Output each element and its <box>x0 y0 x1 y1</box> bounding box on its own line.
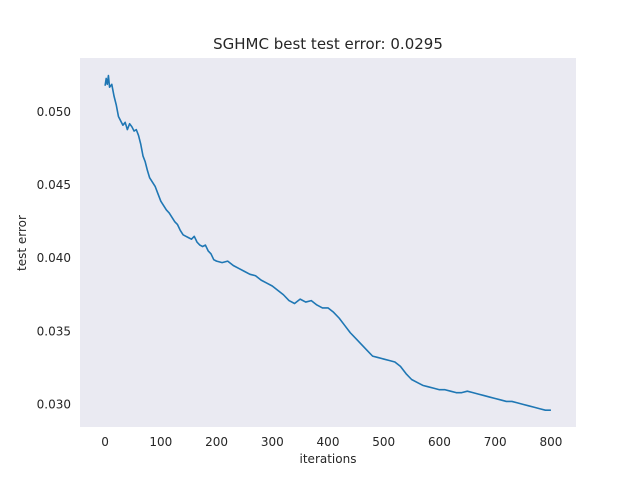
series-layer <box>104 74 551 411</box>
x-tick-label: 100 <box>149 435 172 449</box>
chart-title: SGHMC best test error: 0.0295 <box>213 35 443 53</box>
x-axis-label: iterations <box>300 452 357 466</box>
y-tick-label: 0.045 <box>37 178 71 192</box>
x-tick-label: 400 <box>317 435 340 449</box>
y-tick-label: 0.040 <box>37 251 71 265</box>
y-tick-label: 0.030 <box>37 397 71 411</box>
y-tick-label: 0.035 <box>37 324 71 338</box>
x-tick-label: 500 <box>372 435 395 449</box>
x-tick-labels: 0 100 200 300 400 500 600 700 800 <box>101 435 562 449</box>
x-tick-label: 300 <box>261 435 284 449</box>
x-tick-label: 700 <box>484 435 507 449</box>
x-tick-label: 0 <box>101 435 109 449</box>
plot-area <box>80 58 576 427</box>
y-tick-labels: 0.030 0.035 0.040 0.045 0.050 <box>37 105 71 411</box>
y-axis-label: test error <box>15 215 29 271</box>
y-tick-label: 0.050 <box>37 105 71 119</box>
x-tick-label: 600 <box>428 435 451 449</box>
series-line-0 <box>104 74 551 411</box>
x-tick-label: 200 <box>205 435 228 449</box>
x-tick-label: 800 <box>539 435 562 449</box>
